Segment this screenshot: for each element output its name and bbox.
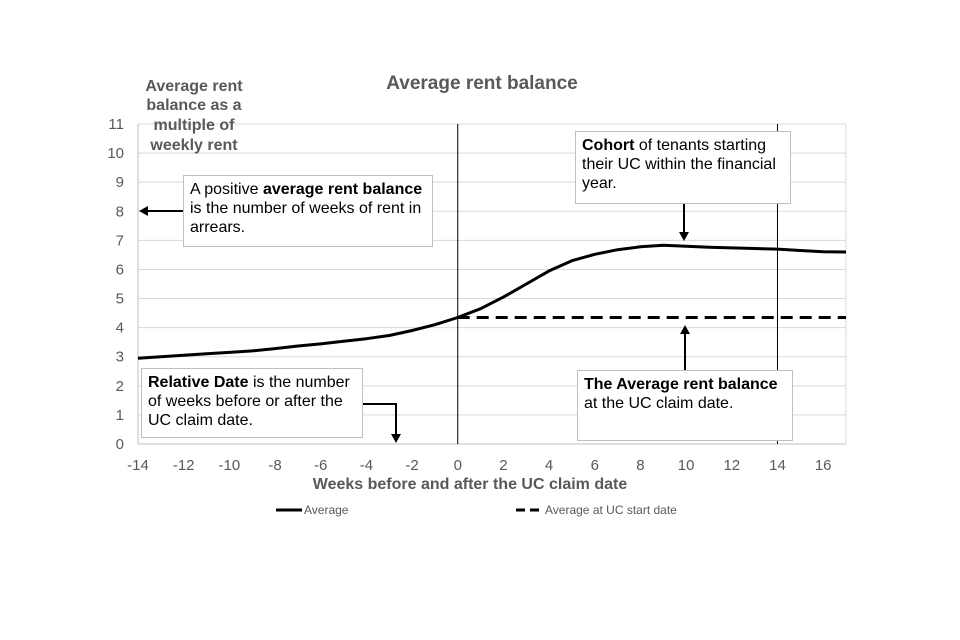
arrow-relative-date xyxy=(363,403,397,434)
annotation-positive-text: is the number of weeks of rent in arrear… xyxy=(190,200,422,236)
x-tick-12: 12 xyxy=(723,457,740,474)
arrowhead-relative-date xyxy=(391,434,401,443)
arrowhead-cohort xyxy=(679,232,689,241)
annotation-cohort: Cohort of tenants starting their UC with… xyxy=(575,131,791,204)
x-tick-8: 8 xyxy=(636,457,644,474)
annotation-relative-bold: Relative Date xyxy=(148,374,249,391)
annotation-relative-date: Relative Date is the number of weeks bef… xyxy=(141,368,363,438)
y-tick-2: 2 xyxy=(116,378,124,395)
x-tick--12: -12 xyxy=(173,457,195,474)
y-axis-label-line-2: balance as a xyxy=(146,97,241,114)
annotation-uc-balance: The Average rent balance at the UC claim… xyxy=(577,370,793,441)
y-axis-label-line-1: Average rent xyxy=(145,78,243,95)
x-axis-label: Weeks before and after the UC claim date xyxy=(313,476,628,493)
y-axis-label: Average rent balance as a multiple of we… xyxy=(145,78,243,154)
annotation-positive-bold: average rent balance xyxy=(262,181,423,198)
chart-title: Average rent balance xyxy=(386,73,578,94)
x-tick-14: 14 xyxy=(769,457,786,474)
x-tick-4: 4 xyxy=(545,457,553,474)
annotation-arrows xyxy=(139,204,690,443)
y-tick-11: 11 xyxy=(108,116,124,133)
annotation-uc-balance-text: at the UC claim date. xyxy=(584,395,734,412)
x-tick-0: 0 xyxy=(454,457,462,474)
x-tick-6: 6 xyxy=(591,457,599,474)
legend: Average Average at UC start date xyxy=(276,503,677,517)
legend-label-average: Average xyxy=(304,503,349,517)
y-axis-label-line-3: multiple of xyxy=(154,117,236,134)
annotation-positive-balance: A positive average rent balance is the n… xyxy=(183,175,433,247)
annotation-cohort-bold: Cohort xyxy=(582,137,635,154)
series-layer xyxy=(137,243,847,360)
annotation-uc-balance-bold: The Average rent balance xyxy=(584,376,778,393)
y-tick-6: 6 xyxy=(116,261,124,278)
y-tick-7: 7 xyxy=(116,232,124,249)
y-tick-1: 1 xyxy=(116,407,124,424)
x-tick-10: 10 xyxy=(678,457,695,474)
annotation-relative-text: is the number of weeks before or after t… xyxy=(148,374,350,429)
y-tick-8: 8 xyxy=(116,203,124,220)
y-tick-5: 5 xyxy=(116,291,124,308)
x-tick--10: -10 xyxy=(219,457,241,474)
x-tick-16: 16 xyxy=(815,457,832,474)
arrowhead-uc-balance xyxy=(680,325,690,334)
y-tick-9: 9 xyxy=(116,174,124,191)
annotation-cohort-text: of tenants starting their UC within the … xyxy=(582,137,776,192)
x-tick--6: -6 xyxy=(314,457,327,474)
x-tick--4: -4 xyxy=(360,457,373,474)
y-tick-10: 10 xyxy=(107,145,124,162)
arrowhead-positive-balance xyxy=(139,206,148,216)
annotation-positive-prefix: A positive xyxy=(190,181,263,198)
x-tick--2: -2 xyxy=(405,457,418,474)
x-tick-2: 2 xyxy=(499,457,507,474)
x-tick--8: -8 xyxy=(268,457,281,474)
y-axis-label-line-4: weekly rent xyxy=(149,137,238,154)
x-tick-labels: -14 -12 -10 -8 -6 -4 -2 0 2 4 6 8 10 12 14 16 xyxy=(127,457,831,474)
y-tick-4: 4 xyxy=(116,320,124,337)
y-tick-3: 3 xyxy=(116,349,124,366)
series-line-0 xyxy=(137,243,847,360)
x-tick--14: -14 xyxy=(127,457,149,474)
legend-label-uc-start: Average at UC start date xyxy=(545,503,677,517)
y-tick-labels: 0 1 2 3 4 5 6 7 8 9 10 11 xyxy=(107,116,124,453)
y-tick-0: 0 xyxy=(116,436,124,453)
